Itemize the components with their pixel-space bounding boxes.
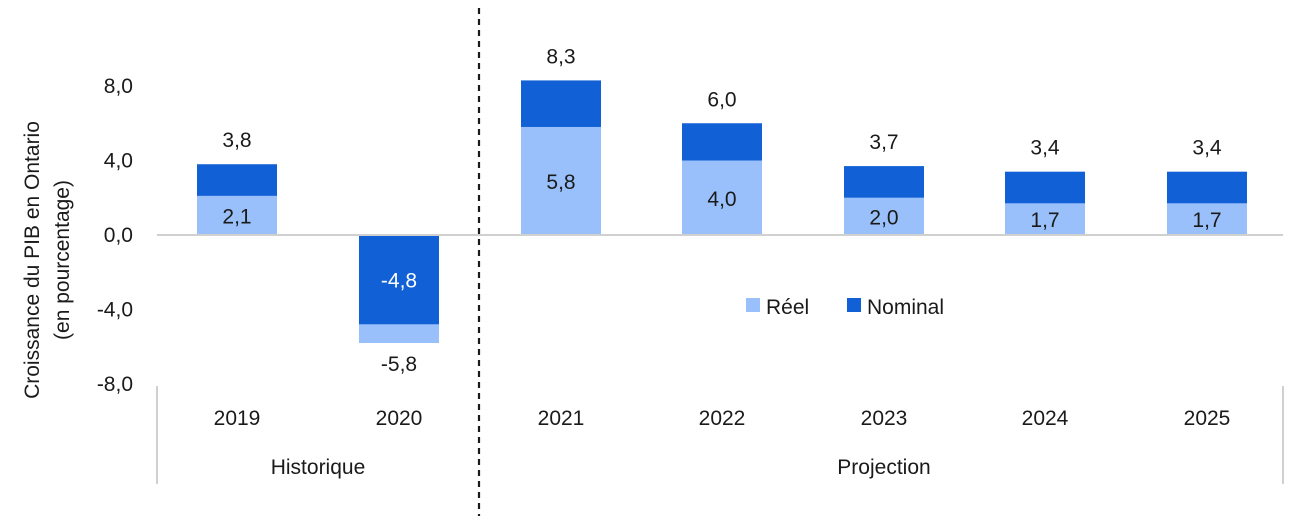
data-label-reel: 1,7 xyxy=(1030,209,1059,232)
group-label: Projection xyxy=(837,456,930,479)
legend: Réel Nominal xyxy=(746,296,944,319)
bar-nominal xyxy=(1005,171,1085,204)
y-tick-label: 4,0 xyxy=(104,150,133,173)
bar-nominal xyxy=(844,166,924,198)
data-labels: 2,1 3,8 -4,8 -5,8 5,8 8,3 4,0 6,0 2,0 3,7 1,7 3,4 1,… xyxy=(222,45,1222,376)
category-label: 2023 xyxy=(861,407,908,430)
data-label-nominal: -4,8 xyxy=(381,270,417,293)
category-label: 2019 xyxy=(214,407,261,430)
bar-nominal xyxy=(521,80,601,127)
data-label-reel: 2,1 xyxy=(222,205,251,228)
data-label-reel: 2,0 xyxy=(869,206,898,229)
y-tick-label: -8,0 xyxy=(97,373,133,396)
bar-nominal xyxy=(682,123,762,161)
category-labels: 2019 2020 2021 2022 2023 2024 2025 xyxy=(214,407,1231,430)
group-labels: Historique Projection xyxy=(271,456,931,479)
category-label: 2024 xyxy=(1022,407,1069,430)
category-label: 2022 xyxy=(699,407,746,430)
data-label-nominal: 3,7 xyxy=(869,131,898,154)
y-axis-title-line2: (en pourcentage) xyxy=(51,180,74,340)
y-tick-label: 8,0 xyxy=(104,75,133,98)
category-label: 2021 xyxy=(538,407,585,430)
bar-reel xyxy=(844,197,924,235)
bar-reel xyxy=(197,195,277,235)
data-label-nominal: 3,4 xyxy=(1192,137,1222,160)
bar-nominal xyxy=(1167,171,1247,204)
category-label: 2025 xyxy=(1184,407,1231,430)
data-label-nominal: 3,8 xyxy=(222,129,251,152)
bar-nominal xyxy=(197,164,277,196)
bar-reel xyxy=(1167,203,1247,235)
group-label: Historique xyxy=(271,456,366,479)
bar-reel xyxy=(682,160,762,235)
data-label-nominal: 3,4 xyxy=(1030,137,1060,160)
y-tick-label: -4,0 xyxy=(97,299,133,322)
data-label-nominal: 6,0 xyxy=(707,88,736,111)
bars xyxy=(197,80,1247,344)
legend-swatch-nominal xyxy=(847,298,861,312)
y-axis-ticks: 8,0 4,0 0,0 -4,0 -8,0 xyxy=(97,75,133,396)
data-label-reel: 5,8 xyxy=(546,171,575,194)
legend-label-nominal: Nominal xyxy=(867,296,944,319)
bar-reel xyxy=(1005,203,1085,235)
bar-nominal xyxy=(359,235,439,325)
category-label: 2020 xyxy=(376,407,423,430)
data-label-reel: 4,0 xyxy=(707,188,736,211)
legend-label-reel: Réel xyxy=(766,296,809,319)
bar-reel xyxy=(359,324,439,344)
data-label-nominal: 8,3 xyxy=(546,45,575,68)
legend-swatch-reel xyxy=(746,298,760,312)
y-tick-label: 0,0 xyxy=(104,224,133,247)
bar-reel xyxy=(521,126,601,235)
y-axis-title-line1: Croissance du PIB en Ontario xyxy=(21,121,44,399)
y-axis-title: Croissance du PIB en Ontario (en pourcen… xyxy=(21,121,74,399)
axis-lines xyxy=(156,8,1284,516)
data-label-reel: 1,7 xyxy=(1192,209,1221,232)
data-label-reel: -5,8 xyxy=(381,353,417,376)
